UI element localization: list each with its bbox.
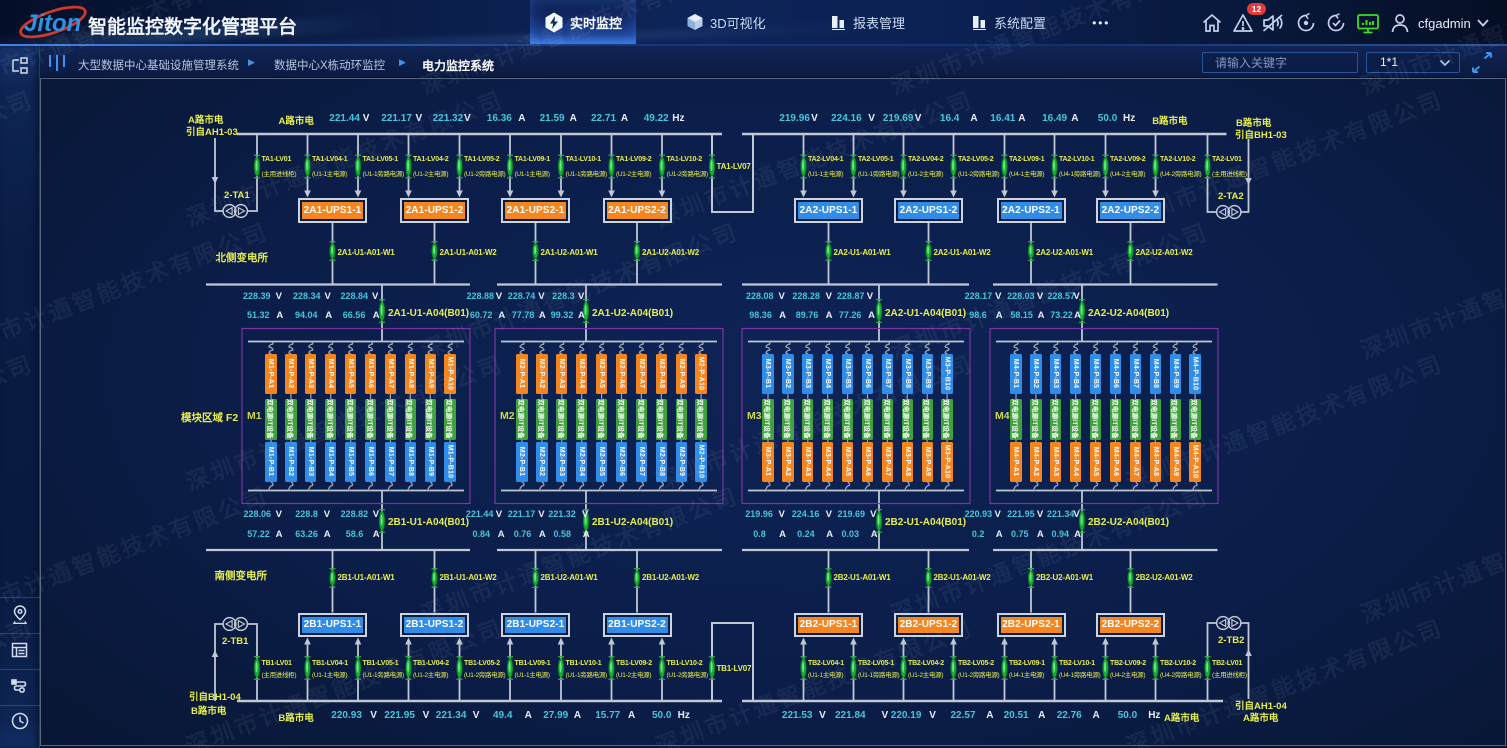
svg-text:Jiton: Jiton (24, 10, 81, 37)
